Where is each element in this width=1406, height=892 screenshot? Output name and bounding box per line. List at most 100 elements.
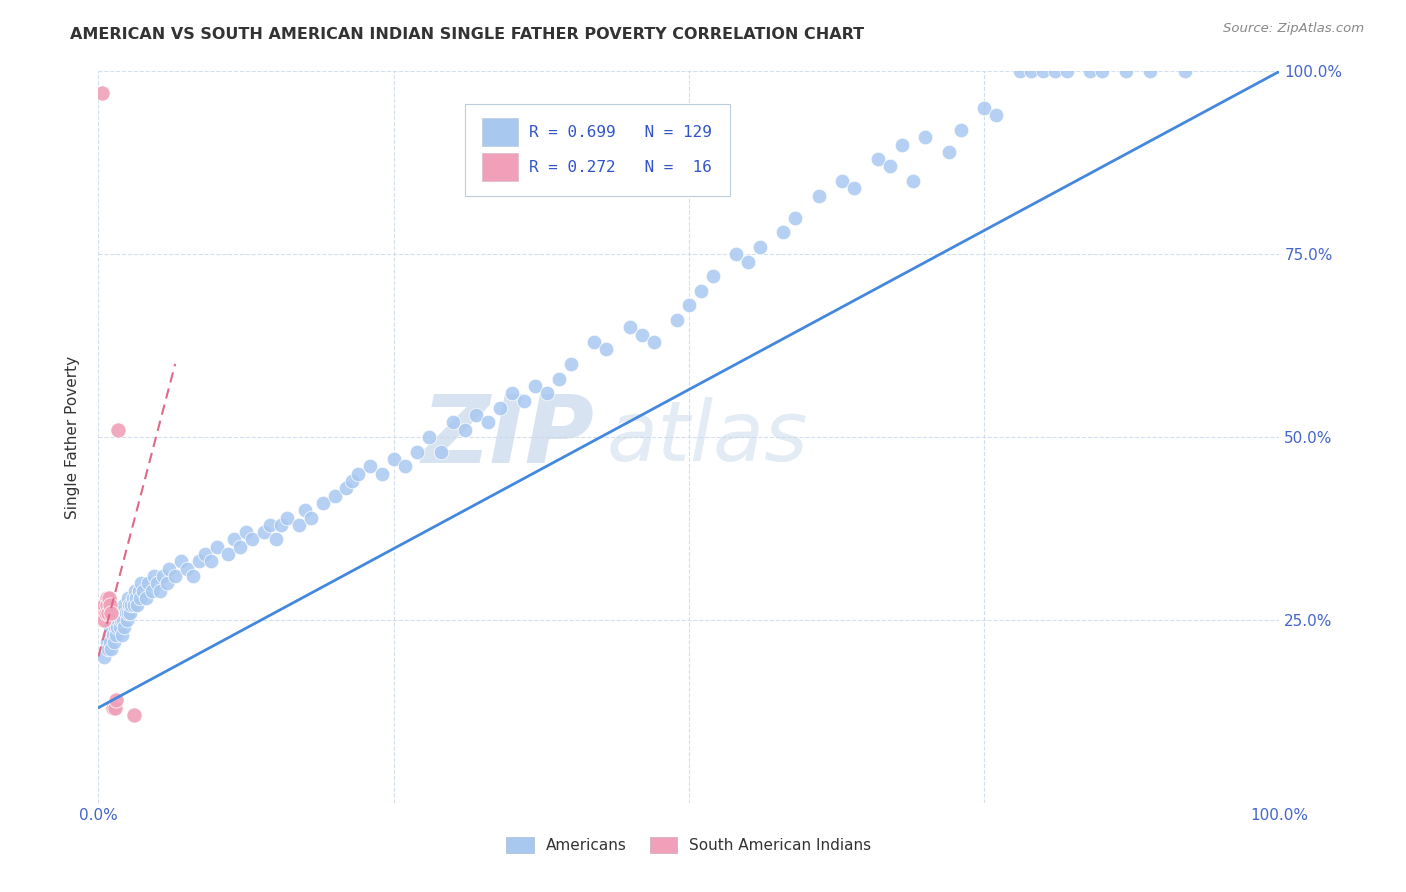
Point [122,708,145,723]
Point [1056,64,1078,78]
Text: ZIP: ZIP [422,391,595,483]
Point [101,700,124,714]
Point [96,599,118,613]
Point [128,591,150,605]
Point [1021,64,1043,78]
Point [142,569,165,583]
Point [96,591,118,605]
Point [678,298,700,312]
Point [105,627,128,641]
Point [105,693,128,707]
Point [217,547,239,561]
Point [583,334,606,349]
Point [359,459,381,474]
Point [156,576,179,591]
Point [323,489,346,503]
Point [737,254,759,268]
Point [1008,64,1031,78]
Point [93,649,115,664]
Point [785,211,807,225]
Point [229,540,252,554]
Point [418,430,440,444]
Point [108,606,131,620]
Point [93,599,115,613]
Point [98,599,121,613]
Point [103,635,125,649]
Point [1091,64,1114,78]
Point [176,562,198,576]
Point [299,510,322,524]
Point [122,599,145,613]
Point [866,152,889,166]
Point [536,386,558,401]
Point [371,467,394,481]
Point [105,613,128,627]
Point [465,408,488,422]
Point [105,620,128,634]
Point [194,547,217,561]
Point [91,606,114,620]
Point [98,620,121,634]
Text: atlas: atlas [606,397,808,477]
Point [235,525,257,540]
Point [382,452,405,467]
Point [141,583,163,598]
Point [112,599,135,613]
Text: Source: ZipAtlas.com: Source: ZipAtlas.com [1223,22,1364,36]
Point [181,569,204,583]
Point [702,269,724,284]
Point [157,562,180,576]
Point [165,569,187,583]
Point [97,606,120,620]
Point [725,247,748,261]
Point [224,533,246,547]
Point [394,459,416,474]
Point [879,160,901,174]
Point [453,423,475,437]
Point [120,606,142,620]
Point [335,481,357,495]
Point [294,503,316,517]
Point [548,371,571,385]
Bar [482,118,517,146]
Point [890,137,912,152]
Point [124,583,146,598]
Point [127,599,149,613]
Point [98,635,121,649]
Point [152,569,174,583]
Bar [482,153,517,181]
Point [689,284,711,298]
Point [253,525,276,540]
Point [342,474,364,488]
Point [312,496,335,510]
Point [973,101,995,115]
Point [748,240,770,254]
Point [110,613,132,627]
Point [264,533,287,547]
Point [666,313,689,327]
Point [187,554,209,568]
Point [97,642,120,657]
Point [108,620,131,634]
Point [560,357,582,371]
Point [146,576,169,591]
Point [111,627,134,641]
Point [117,606,139,620]
Text: AMERICAN VS SOUTH AMERICAN INDIAN SINGLE FATHER POVERTY CORRELATION CHART: AMERICAN VS SOUTH AMERICAN INDIAN SINGLE… [70,27,865,42]
Point [643,334,665,349]
Point [259,517,281,532]
Point [98,591,121,605]
Point [121,599,143,613]
Point [107,613,129,627]
Point [112,620,135,634]
Point [430,444,453,458]
Point [347,467,370,481]
Point [132,583,155,598]
Point [276,510,298,524]
Point [170,554,193,568]
Point [441,416,464,430]
Point [512,393,534,408]
Point [149,583,172,598]
Point [1115,64,1137,78]
Point [938,145,960,159]
